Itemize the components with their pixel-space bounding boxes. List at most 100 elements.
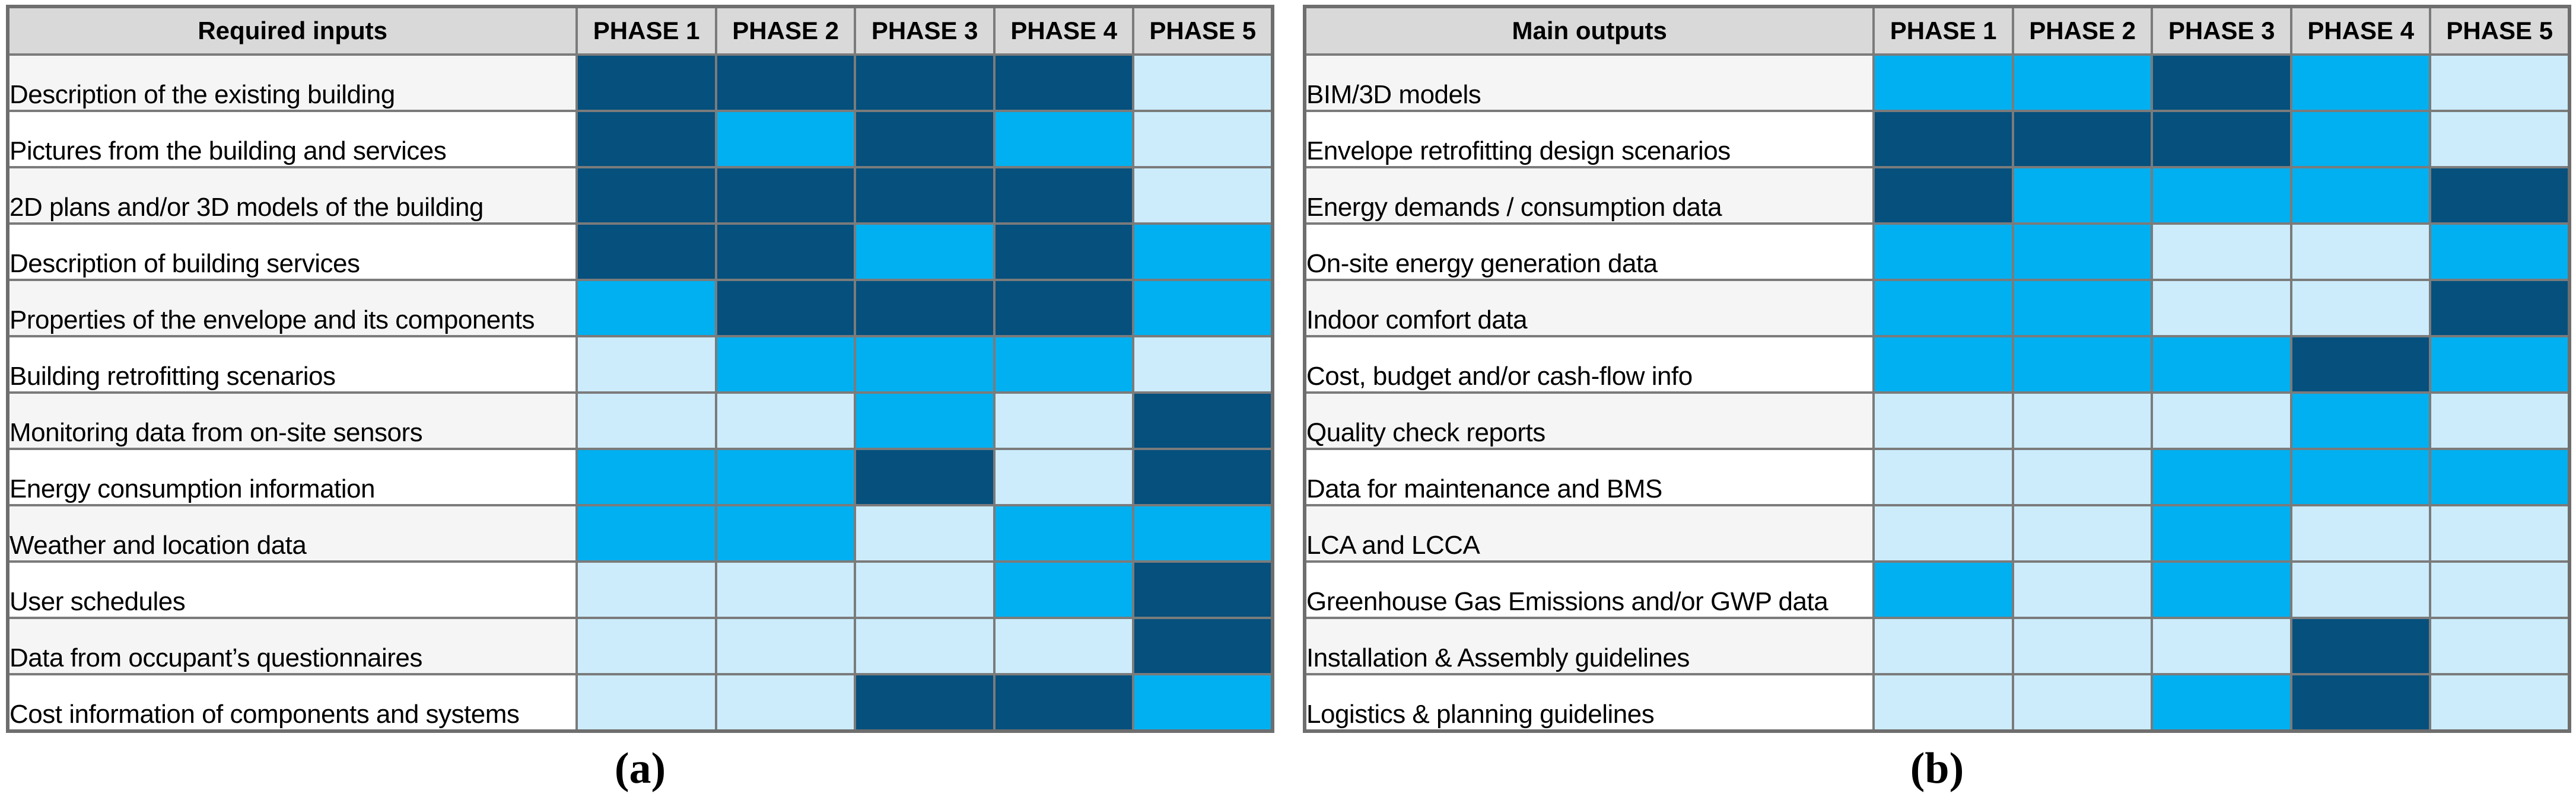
matrix-cell-r10-c3-med bbox=[2151, 560, 2292, 619]
matrix-cell-r7-c4-med bbox=[2289, 391, 2432, 450]
matrix-cell-r12-c5-light bbox=[2429, 673, 2571, 732]
matrix-cell-r1-c2-med bbox=[2011, 53, 2154, 112]
matrix-cell-r5-c3-dark bbox=[854, 279, 996, 337]
matrix-cell-r3-c2-med bbox=[2011, 166, 2154, 225]
table-row: Monitoring data from on-site sensors bbox=[6, 391, 1274, 450]
matrix-cell-r6-c3-med bbox=[2151, 335, 2292, 394]
matrix-cell-r4-c3-med bbox=[854, 222, 996, 281]
row-label: Quality check reports bbox=[1303, 391, 1875, 450]
matrix-cell-r8-c3-med bbox=[2151, 448, 2292, 506]
phase-header-4: PHASE 4 bbox=[993, 5, 1135, 56]
matrix-cell-r12-c1-light bbox=[575, 673, 717, 732]
matrix-cell-r2-c1-dark bbox=[575, 110, 717, 168]
matrix-cell-r10-c1-med bbox=[1872, 560, 2014, 619]
matrix-cell-r4-c5-med bbox=[1132, 222, 1274, 281]
table-row: Data from occupant’s questionnaires bbox=[6, 617, 1274, 675]
table-row: LCA and LCCA bbox=[1303, 504, 2571, 563]
row-label: Energy demands / consumption data bbox=[1303, 166, 1875, 225]
row-label: Installation & Assembly guidelines bbox=[1303, 617, 1875, 675]
matrix-cell-r1-c4-med bbox=[2289, 53, 2432, 112]
matrix-cell-r3-c1-dark bbox=[575, 166, 717, 225]
row-label: Description of building services bbox=[6, 222, 578, 281]
required-inputs-table: Required inputs PHASE 1 PHASE 2 PHASE 3 PHAS… bbox=[6, 5, 1274, 733]
matrix-cell-r3-c2-dark bbox=[714, 166, 857, 225]
matrix-cell-r4-c4-light bbox=[2289, 222, 2432, 281]
phase-header-1: PHASE 1 bbox=[575, 5, 717, 56]
matrix-cell-r11-c1-light bbox=[575, 617, 717, 675]
table-row: Cost information of components and syste… bbox=[6, 673, 1274, 732]
matrix-cell-r6-c3-med bbox=[854, 335, 996, 394]
table-row: Energy consumption information bbox=[6, 448, 1274, 506]
table-row: BIM/3D models bbox=[1303, 53, 2571, 112]
table-row: Installation & Assembly guidelines bbox=[1303, 617, 2571, 675]
table-row: User schedules bbox=[6, 560, 1274, 619]
matrix-cell-r8-c5-med bbox=[2429, 448, 2571, 506]
matrix-cell-r12-c4-dark bbox=[2289, 673, 2432, 732]
table-row: Quality check reports bbox=[1303, 391, 2571, 450]
main-outputs-table: Main outputs PHASE 1 PHASE 2 PHASE 3 PHASE 4… bbox=[1303, 5, 2571, 733]
matrix-cell-r2-c1-dark bbox=[1872, 110, 2014, 168]
row-label: On-site energy generation data bbox=[1303, 222, 1875, 281]
matrix-cell-r3-c4-dark bbox=[993, 166, 1135, 225]
row-label: 2D plans and/or 3D models of the buildin… bbox=[6, 166, 578, 225]
matrix-cell-r5-c1-med bbox=[1872, 279, 2014, 337]
matrix-cell-r2-c3-dark bbox=[2151, 110, 2292, 168]
matrix-cell-r4-c5-med bbox=[2429, 222, 2571, 281]
matrix-cell-r7-c3-light bbox=[2151, 391, 2292, 450]
matrix-cell-r9-c5-med bbox=[1132, 504, 1274, 563]
matrix-cell-r1-c5-light bbox=[1132, 53, 1274, 112]
matrix-cell-r4-c1-dark bbox=[575, 222, 717, 281]
table-row: Building retrofitting scenarios bbox=[6, 335, 1274, 394]
matrix-cell-r11-c5-dark bbox=[1132, 617, 1274, 675]
table-title-required-inputs: Required inputs bbox=[6, 5, 578, 56]
matrix-cell-r3-c4-med bbox=[2289, 166, 2432, 225]
table-row: 2D plans and/or 3D models of the buildin… bbox=[6, 166, 1274, 225]
matrix-cell-r3-c5-light bbox=[1132, 166, 1274, 225]
matrix-cell-r6-c4-med bbox=[993, 335, 1135, 394]
matrix-cell-r1-c3-dark bbox=[2151, 53, 2292, 112]
matrix-cell-r10-c1-light bbox=[575, 560, 717, 619]
matrix-cell-r2-c5-light bbox=[1132, 110, 1274, 168]
matrix-cell-r9-c1-med bbox=[575, 504, 717, 563]
row-label: LCA and LCCA bbox=[1303, 504, 1875, 563]
phase-header-3: PHASE 3 bbox=[2151, 5, 2292, 56]
matrix-cell-r6-c2-med bbox=[2011, 335, 2154, 394]
panel-b: Main outputs PHASE 1 PHASE 2 PHASE 3 PHASE 4… bbox=[1303, 5, 2571, 794]
matrix-cell-r10-c2-light bbox=[714, 560, 857, 619]
matrix-cell-r10-c5-light bbox=[2429, 560, 2571, 619]
matrix-cell-r1-c2-dark bbox=[714, 53, 857, 112]
matrix-cell-r7-c4-light bbox=[993, 391, 1135, 450]
matrix-cell-r7-c3-med bbox=[854, 391, 996, 450]
matrix-cell-r3-c5-dark bbox=[2429, 166, 2571, 225]
matrix-cell-r6-c2-med bbox=[714, 335, 857, 394]
table-row: Envelope retrofitting design scenarios bbox=[1303, 110, 2571, 168]
row-label: Data from occupant’s questionnaires bbox=[6, 617, 578, 675]
matrix-cell-r11-c3-light bbox=[2151, 617, 2292, 675]
matrix-cell-r9-c1-light bbox=[1872, 504, 2014, 563]
row-label: Building retrofitting scenarios bbox=[6, 335, 578, 394]
matrix-cell-r5-c5-dark bbox=[2429, 279, 2571, 337]
matrix-cell-r2-c2-dark bbox=[2011, 110, 2154, 168]
matrix-cell-r5-c2-dark bbox=[714, 279, 857, 337]
matrix-cell-r10-c4-med bbox=[993, 560, 1135, 619]
matrix-cell-r12-c3-dark bbox=[854, 673, 996, 732]
matrix-cell-r12-c5-med bbox=[1132, 673, 1274, 732]
matrix-cell-r8-c4-med bbox=[2289, 448, 2432, 506]
header-row: Required inputs PHASE 1 PHASE 2 PHASE 3 PHAS… bbox=[6, 5, 1274, 56]
matrix-cell-r5-c1-med bbox=[575, 279, 717, 337]
table-row: Description of building services bbox=[6, 222, 1274, 281]
matrix-cell-r9-c3-med bbox=[2151, 504, 2292, 563]
matrix-cell-r11-c1-light bbox=[1872, 617, 2014, 675]
matrix-cell-r4-c2-dark bbox=[714, 222, 857, 281]
row-label: Weather and location data bbox=[6, 504, 578, 563]
matrix-cell-r11-c2-light bbox=[2011, 617, 2154, 675]
matrix-cell-r5-c3-light bbox=[2151, 279, 2292, 337]
table-row: Energy demands / consumption data bbox=[1303, 166, 2571, 225]
row-label: Envelope retrofitting design scenarios bbox=[1303, 110, 1875, 168]
row-label: BIM/3D models bbox=[1303, 53, 1875, 112]
matrix-cell-r6-c4-dark bbox=[2289, 335, 2432, 394]
matrix-cell-r5-c4-light bbox=[2289, 279, 2432, 337]
matrix-cell-r7-c5-dark bbox=[1132, 391, 1274, 450]
matrix-cell-r10-c2-light bbox=[2011, 560, 2154, 619]
